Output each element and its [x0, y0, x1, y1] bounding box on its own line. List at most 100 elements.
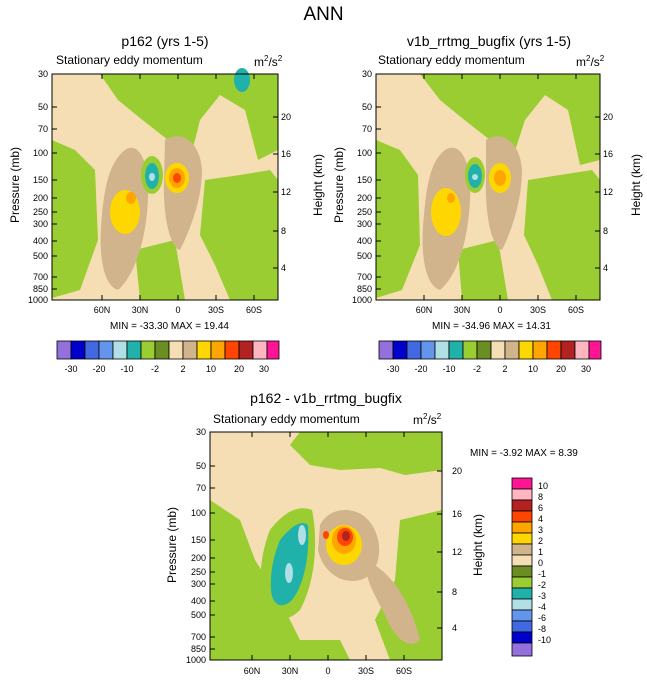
- p2-tick-300: 300: [357, 219, 372, 229]
- p3-tick-300: 300: [191, 579, 206, 589]
- p2-tick-30: 30: [362, 69, 372, 79]
- p2-tick-150: 150: [357, 175, 372, 185]
- panel1-light-neg: [149, 173, 155, 181]
- panel3-title: p162 - v1b_rrtmg_bugfix: [250, 390, 402, 406]
- cb3-label-12: -6: [538, 613, 546, 623]
- p3-h-20: 20: [452, 466, 462, 476]
- panel1-red-pos: [173, 173, 181, 183]
- p2-tick-400: 400: [357, 236, 372, 246]
- panel3-tan-pos2: [365, 560, 420, 644]
- cb3-box-6: [511, 543, 533, 556]
- p2-tick-200: 200: [357, 193, 372, 203]
- p1-tick-50: 50: [38, 102, 48, 112]
- cb3-label-1: 8: [538, 492, 543, 502]
- cb3-label-10: -3: [538, 591, 546, 601]
- p3-h-12: 12: [452, 547, 462, 557]
- cb2-label-5: 10: [528, 364, 538, 374]
- p1-tick-30: 30: [38, 69, 48, 79]
- panel2-lat-ticks: 60N 30N 0 30S 60S: [416, 305, 584, 315]
- p2-h-16: 16: [603, 149, 613, 159]
- panel2-pressure-ticks: 30 50 70 100 150 200 250 300 400 500 700…: [352, 69, 372, 305]
- cb1-box-15: [266, 340, 280, 360]
- panel3-light-neg2: [285, 563, 293, 583]
- p3-lat-0: 0: [325, 666, 330, 676]
- p3-lat-60n: 60N: [244, 666, 261, 676]
- p1-h-16: 16: [281, 149, 291, 159]
- panel3-units: m2/s2: [413, 412, 442, 427]
- cb1-label-5: 10: [206, 364, 216, 374]
- p1-tick-1000: 1000: [28, 295, 48, 305]
- p1-lat-60s: 60S: [246, 305, 262, 315]
- cb3-box-1: [511, 488, 533, 501]
- cb1-labels: -30 -20 -10 -2 2 10 20 30: [64, 364, 269, 374]
- cb3-label-13: -8: [538, 624, 546, 634]
- panel2-green-bottom: [458, 240, 508, 300]
- panel3-axis-ticks: [210, 431, 442, 661]
- p3-tick-500: 500: [191, 610, 206, 620]
- cb3-box-2: [511, 499, 533, 512]
- p2-lat-60n: 60N: [416, 305, 433, 315]
- p1-tick-250: 250: [33, 207, 48, 217]
- cb3-label-14: -10: [538, 635, 551, 645]
- cb2-label-1: -20: [414, 364, 427, 374]
- p3-tick-200: 200: [191, 553, 206, 563]
- panel3-green-left: [210, 500, 350, 660]
- panel1-lat-ticks: 60N 30N 0 30S 60S: [94, 305, 262, 315]
- p1-tick-400: 400: [33, 236, 48, 246]
- p2-tick-1000: 1000: [352, 295, 372, 305]
- cb3-boxes: [511, 477, 533, 657]
- p1-lat-30n: 30N: [132, 305, 149, 315]
- p3-lat-30s: 30S: [358, 666, 374, 676]
- p1-tick-70: 70: [38, 124, 48, 134]
- panel3-subtitle: Stationary eddy momentum: [213, 412, 360, 426]
- panel1-green-top: [100, 74, 278, 160]
- p1-tick-850: 850: [33, 284, 48, 294]
- p3-tick-150: 150: [191, 535, 206, 545]
- cb3-box-11: [511, 598, 533, 611]
- panel1-green-mid: [52, 140, 98, 298]
- p3-h-4: 4: [452, 623, 457, 633]
- cb3-label-7: 0: [538, 558, 543, 568]
- p2-lat-30s: 30S: [530, 305, 546, 315]
- cb2-label-6: 20: [556, 364, 566, 374]
- panel3-frame: [209, 431, 443, 661]
- p1-lat-30s: 30S: [208, 305, 224, 315]
- cb3-label-2: 6: [538, 503, 543, 513]
- p2-tick-250: 250: [357, 207, 372, 217]
- panel1-height-ticks: 20 16 12 8 4: [281, 112, 291, 273]
- p1-tick-200: 200: [33, 193, 48, 203]
- p3-tick-70: 70: [196, 483, 206, 493]
- p1-h-4: 4: [281, 263, 286, 273]
- panel1-axis-ticks: [52, 73, 278, 301]
- panel2-minmax: MIN = -34.96 MAX = 14.31: [432, 321, 551, 332]
- p1-lat-60n: 60N: [94, 305, 111, 315]
- panel1-subtitle: Stationary eddy momentum: [56, 53, 203, 67]
- cb3-box-7: [511, 554, 533, 567]
- p2-lat-60s: 60S: [568, 305, 584, 315]
- p3-tick-250: 250: [191, 567, 206, 577]
- cb2-labels: -30 -20 -10 -2 2 10 20 30: [386, 364, 591, 374]
- p2-h-8: 8: [603, 226, 608, 236]
- cb3-label-8: -1: [538, 569, 546, 579]
- cb2-label-7: 30: [581, 364, 591, 374]
- panel2-orange-pos: [494, 170, 506, 186]
- cb2-box-15: [588, 340, 602, 360]
- panel2-units: m2/s2: [576, 54, 605, 69]
- cb2-label-3: -2: [473, 364, 481, 374]
- cb1-label-3: -2: [151, 364, 159, 374]
- p2-tick-500: 500: [357, 251, 372, 261]
- cb3-box-4: [511, 521, 533, 534]
- panel2-green-left: [376, 140, 420, 298]
- panel2-tan-ring2: [485, 136, 522, 250]
- p3-h-8: 8: [452, 587, 457, 597]
- figure-title: ANN: [303, 4, 344, 25]
- cb3-box-3: [511, 510, 533, 523]
- p3-lat-60s: 60S: [396, 666, 412, 676]
- p3-tick-850: 850: [191, 644, 206, 654]
- panel3-pressure-ticks: 30 50 70 100 150 200 250 300 400 500 700…: [186, 427, 206, 665]
- panel2-subtitle: Stationary eddy momentum: [378, 53, 525, 67]
- cb1-label-6: 20: [234, 364, 244, 374]
